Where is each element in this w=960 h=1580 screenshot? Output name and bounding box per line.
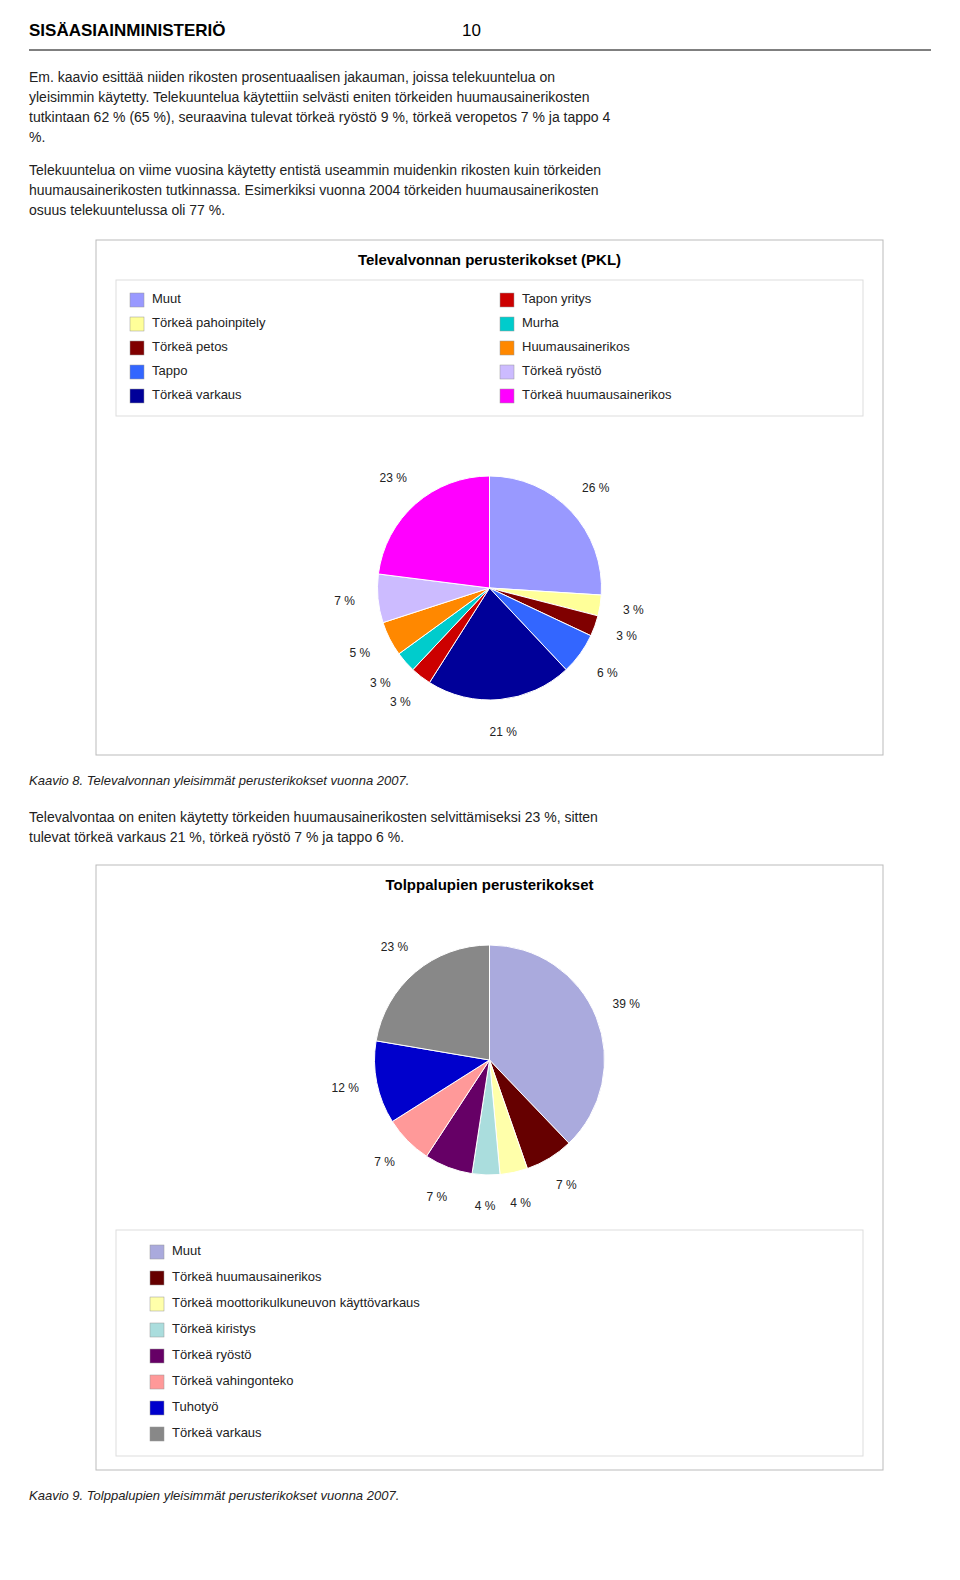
legend-swatch [150,1271,164,1285]
header-left: SISÄASIAINMINISTERIÖ [29,21,225,40]
page: SISÄASIAINMINISTERIÖ 10 Em. kaavio esittää… [0,0,960,1580]
data-label: 21 % [490,725,518,739]
paragraph-line: Televalvontaa on eniten käytetty törkeid… [29,809,598,825]
chart-frame [96,865,883,1470]
data-label: 23 % [381,940,409,954]
legend-entry: Muut [152,291,181,306]
legend-entry: Törkeä ryöstö [172,1347,251,1362]
data-label: 12 % [332,1081,360,1095]
data-label: 26 % [582,481,610,495]
paragraph-line: Em. kaavio esittää niiden rikosten prose… [29,69,555,85]
legend-entry: Huumausainerikos [522,339,630,354]
data-label: 3 % [616,629,637,643]
data-label: 23 % [380,471,408,485]
data-label: 4 % [475,1199,496,1213]
legend-entry: Törkeä moottorikulkuneuvon käyttövarkaus [172,1295,420,1310]
legend-entry: Törkeä ryöstö [522,363,601,378]
data-label: 5 % [349,646,370,660]
legend-swatch [500,293,514,307]
legend-swatch [150,1323,164,1337]
legend-entry: Törkeä petos [152,339,228,354]
chart-title: Televalvonnan perusterikokset (PKL) [358,251,621,268]
legend-swatch [130,317,144,331]
legend-entry: Murha [522,315,560,330]
legend-entry: Törkeä varkaus [172,1425,262,1440]
caption: Kaavio 8. Televalvonnan yleisimmät perus… [29,773,409,788]
paragraph-line: tutkintaan 62 % (65 %), seuraavina tulev… [29,109,611,125]
legend-entry: Törkeä huumausainerikos [522,387,672,402]
chart: Televalvonnan perusterikokset (PKL) 26 % 3… [96,240,883,755]
data-label: 3 % [370,676,391,690]
legend-entry: Törkeä kiristys [172,1321,256,1336]
paragraph-line: yleisimmin käytetty. Telekuuntelua käyte… [29,89,590,105]
legend-swatch [500,365,514,379]
legend-swatch [150,1349,164,1363]
paragraph-line: osuus telekuuntelussa oli 77 %. [29,202,225,218]
legend-entry: Törkeä pahoinpitely [152,315,266,330]
legend-swatch [150,1245,164,1259]
pie: 26 % 3 % 3 % 6 % 21 % 3 % 3 % 5 % 7 % 23 % [334,471,644,739]
paragraph-line: Telekuuntelua on viime vuosina käytetty … [29,162,601,178]
paragraph: Televalvontaa on eniten käytetty törkeid… [29,809,598,845]
chart-title: Tolppalupien perusterikokset [385,876,593,893]
legend: Muut Törkeä huumausainerikos Törkeä mootto… [116,1230,863,1456]
data-label: 3 % [623,603,644,617]
canvas: SISÄASIAINMINISTERIÖ 10 Em. kaavio esittää… [0,0,960,1580]
legend-swatch [130,389,144,403]
chart-frame [96,240,883,755]
chart: Tolppalupien perusterikokset 39 % 7 % 4 % 4 … [96,865,883,1470]
pie-slice [376,945,489,1060]
legend-frame [116,280,863,416]
data-label: 3 % [390,695,411,709]
legend: Muut Törkeä pahoinpitely Törkeä petos Tappo… [116,280,863,416]
legend-entry: Törkeä huumausainerikos [172,1269,322,1284]
legend-entry: Tuhotyö [172,1399,219,1414]
legend-entry: Tappo [152,363,187,378]
legend-swatch [150,1297,164,1311]
paragraph-line: huumausainerikosten tutkinnassa. Esimerk… [29,182,599,198]
legend-entry: Tapon yritys [522,291,592,306]
paragraph: Em. kaavio esittää niiden rikosten prose… [29,69,611,145]
legend-entry: Törkeä varkaus [152,387,242,402]
legend-swatch [150,1401,164,1415]
caption: Kaavio 9. Tolppalupien yleisimmät perust… [29,1488,399,1503]
data-label: 7 % [334,594,355,608]
legend-swatch [130,293,144,307]
data-label: 4 % [510,1196,531,1210]
legend-swatch [130,365,144,379]
legend-frame [116,1230,863,1456]
data-label: 39 % [612,997,640,1011]
legend-entry: Törkeä vahingonteko [172,1373,293,1388]
legend-swatch [130,341,144,355]
legend-swatch [150,1375,164,1389]
data-label: 7 % [426,1190,447,1204]
paragraph: Telekuuntelua on viime vuosina käytetty … [29,162,601,218]
header-right: 10 [462,21,481,40]
legend-entry: Muut [172,1243,201,1258]
legend-swatch [500,341,514,355]
pie: 39 % 7 % 4 % 4 % 7 % 7 % 12 % 23 % [332,940,641,1214]
header-rule [29,50,931,51]
legend-swatch [150,1427,164,1441]
data-label: 7 % [374,1155,395,1169]
legend-swatch [500,389,514,403]
legend-swatch [500,317,514,331]
data-label: 7 % [556,1178,577,1192]
data-label: 6 % [597,666,618,680]
pie-slice [378,476,489,588]
paragraph-line: tulevat törkeä varkaus 21 %, törkeä ryös… [29,829,404,845]
paragraph-line: %. [29,129,45,145]
